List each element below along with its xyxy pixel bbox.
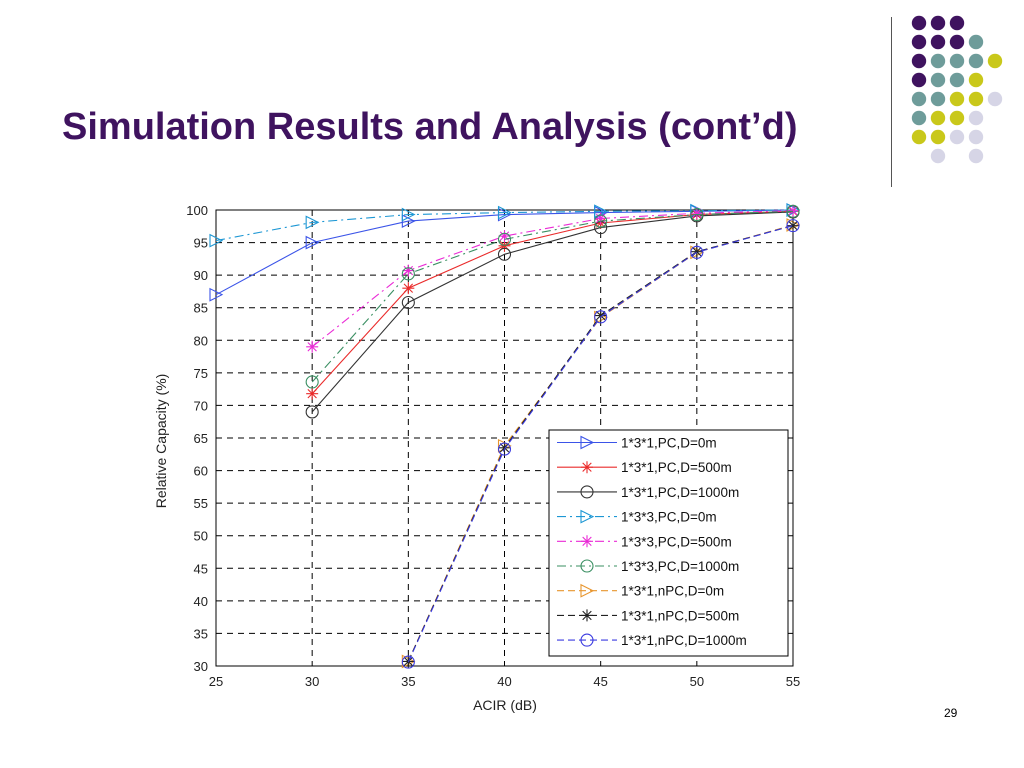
legend-entry: 1*3*3,PC,D=500m: [557, 534, 732, 549]
data-point-marker: [305, 375, 319, 389]
data-point-marker: [787, 219, 799, 232]
data-point-marker: [787, 204, 799, 217]
data-point-marker: [594, 309, 607, 322]
data-point-marker: [306, 387, 319, 400]
x-tick-label: 35: [401, 674, 415, 689]
x-tick-label: 25: [209, 674, 223, 689]
x-axis-label: ACIR (dB): [473, 697, 537, 713]
data-point-marker: [306, 340, 319, 353]
legend-label: 1*3*1,nPC,D=0m: [621, 584, 724, 599]
legend-entry: 1*3*1,nPC,D=1000m: [557, 633, 747, 648]
legend-label: 1*3*3,PC,D=500m: [621, 534, 732, 549]
legend-entry: 1*3*3,PC,D=0m: [557, 510, 717, 525]
data-point-marker: [305, 215, 320, 230]
legend-entry: 1*3*3,PC,D=1000m: [557, 559, 739, 574]
data-point-marker: [402, 282, 415, 295]
data-point-marker: [786, 204, 800, 218]
data-point-marker: [498, 230, 511, 243]
series-9: [401, 219, 800, 669]
series-6: [305, 204, 800, 389]
series-line: [311, 210, 794, 383]
y-tick-label: 35: [194, 626, 208, 641]
data-point-marker: [580, 435, 595, 450]
data-point-marker: [690, 245, 703, 258]
data-point-marker: [498, 441, 511, 454]
y-tick-label: 55: [194, 496, 208, 511]
data-point-marker: [594, 214, 608, 228]
legend-label: 1*3*1,PC,D=0m: [621, 436, 717, 451]
y-tick-label: 85: [194, 301, 208, 316]
data-point-marker: [401, 207, 416, 222]
data-point-marker: [401, 655, 415, 669]
y-tick-label: 90: [194, 268, 208, 283]
data-point-marker: [401, 295, 415, 310]
data-point-marker: [305, 235, 320, 250]
y-tick-label: 40: [194, 594, 208, 609]
data-point-marker: [690, 245, 704, 259]
data-point-marker: [580, 485, 594, 499]
data-point-marker: [497, 232, 512, 246]
data-point-marker: [581, 609, 593, 622]
legend-entry: 1*3*1,nPC,D=0m: [557, 584, 724, 599]
data-point-marker: [402, 264, 415, 277]
series-line: [311, 210, 794, 348]
data-point-marker: [209, 233, 224, 248]
y-tick-label: 70: [194, 398, 208, 413]
x-tick-label: 40: [497, 674, 511, 689]
legend-label: 1*3*3,PC,D=0m: [621, 510, 717, 525]
data-point-marker: [690, 208, 704, 222]
x-tick-label: 45: [593, 674, 607, 689]
data-point-marker: [581, 461, 593, 474]
legend-label: 1*3*1,nPC,D=500m: [621, 608, 739, 623]
data-point-marker: [497, 247, 512, 261]
legend-label: 1*3*3,PC,D=1000m: [621, 559, 739, 574]
x-tick-label: 50: [690, 674, 704, 689]
data-point-marker: [401, 267, 415, 281]
slide-title: Simulation Results and Analysis (cont’d): [62, 106, 798, 148]
y-tick-label: 95: [194, 236, 208, 251]
data-point-marker: [580, 559, 594, 573]
y-tick-label: 100: [186, 203, 208, 218]
y-tick-label: 50: [194, 529, 208, 544]
series-line: [407, 225, 794, 663]
data-point-marker: [497, 442, 512, 456]
data-point-marker: [594, 212, 607, 225]
title-divider: [891, 17, 892, 187]
y-axis-label: Relative Capacity (%): [153, 374, 169, 509]
data-point-marker: [209, 287, 224, 302]
legend-entry: 1*3*1,PC,D=0m: [557, 436, 717, 451]
x-tick-label: 30: [305, 674, 319, 689]
data-point-marker: [497, 205, 512, 220]
data-point-marker: [594, 310, 608, 324]
series-line: [311, 211, 794, 413]
legend-label: 1*3*1,PC,D=500m: [621, 460, 732, 475]
y-tick-label: 60: [194, 464, 208, 479]
data-point-marker: [690, 207, 703, 220]
legend-entry: 1*3*1,PC,D=1000m: [557, 485, 739, 500]
y-tick-label: 80: [194, 333, 208, 348]
data-point-marker: [580, 509, 595, 524]
y-tick-label: 45: [194, 561, 208, 576]
data-point-marker: [305, 405, 319, 419]
data-point-marker: [786, 219, 800, 233]
page-number: 29: [944, 706, 958, 720]
y-tick-label: 75: [194, 366, 208, 381]
data-point-marker: [580, 633, 594, 647]
x-tick-label: 55: [786, 674, 800, 689]
legend-entry: 1*3*1,nPC,D=500m: [557, 608, 739, 623]
y-tick-label: 30: [194, 659, 208, 674]
legend-label: 1*3*1,PC,D=1000m: [621, 485, 739, 500]
legend-label: 1*3*1,nPC,D=1000m: [621, 633, 747, 648]
data-point-marker: [581, 535, 593, 548]
legend-entry: 1*3*1,PC,D=500m: [557, 460, 732, 475]
series-5: [306, 204, 799, 353]
y-tick-label: 65: [194, 431, 208, 446]
data-point-marker: [580, 583, 595, 598]
